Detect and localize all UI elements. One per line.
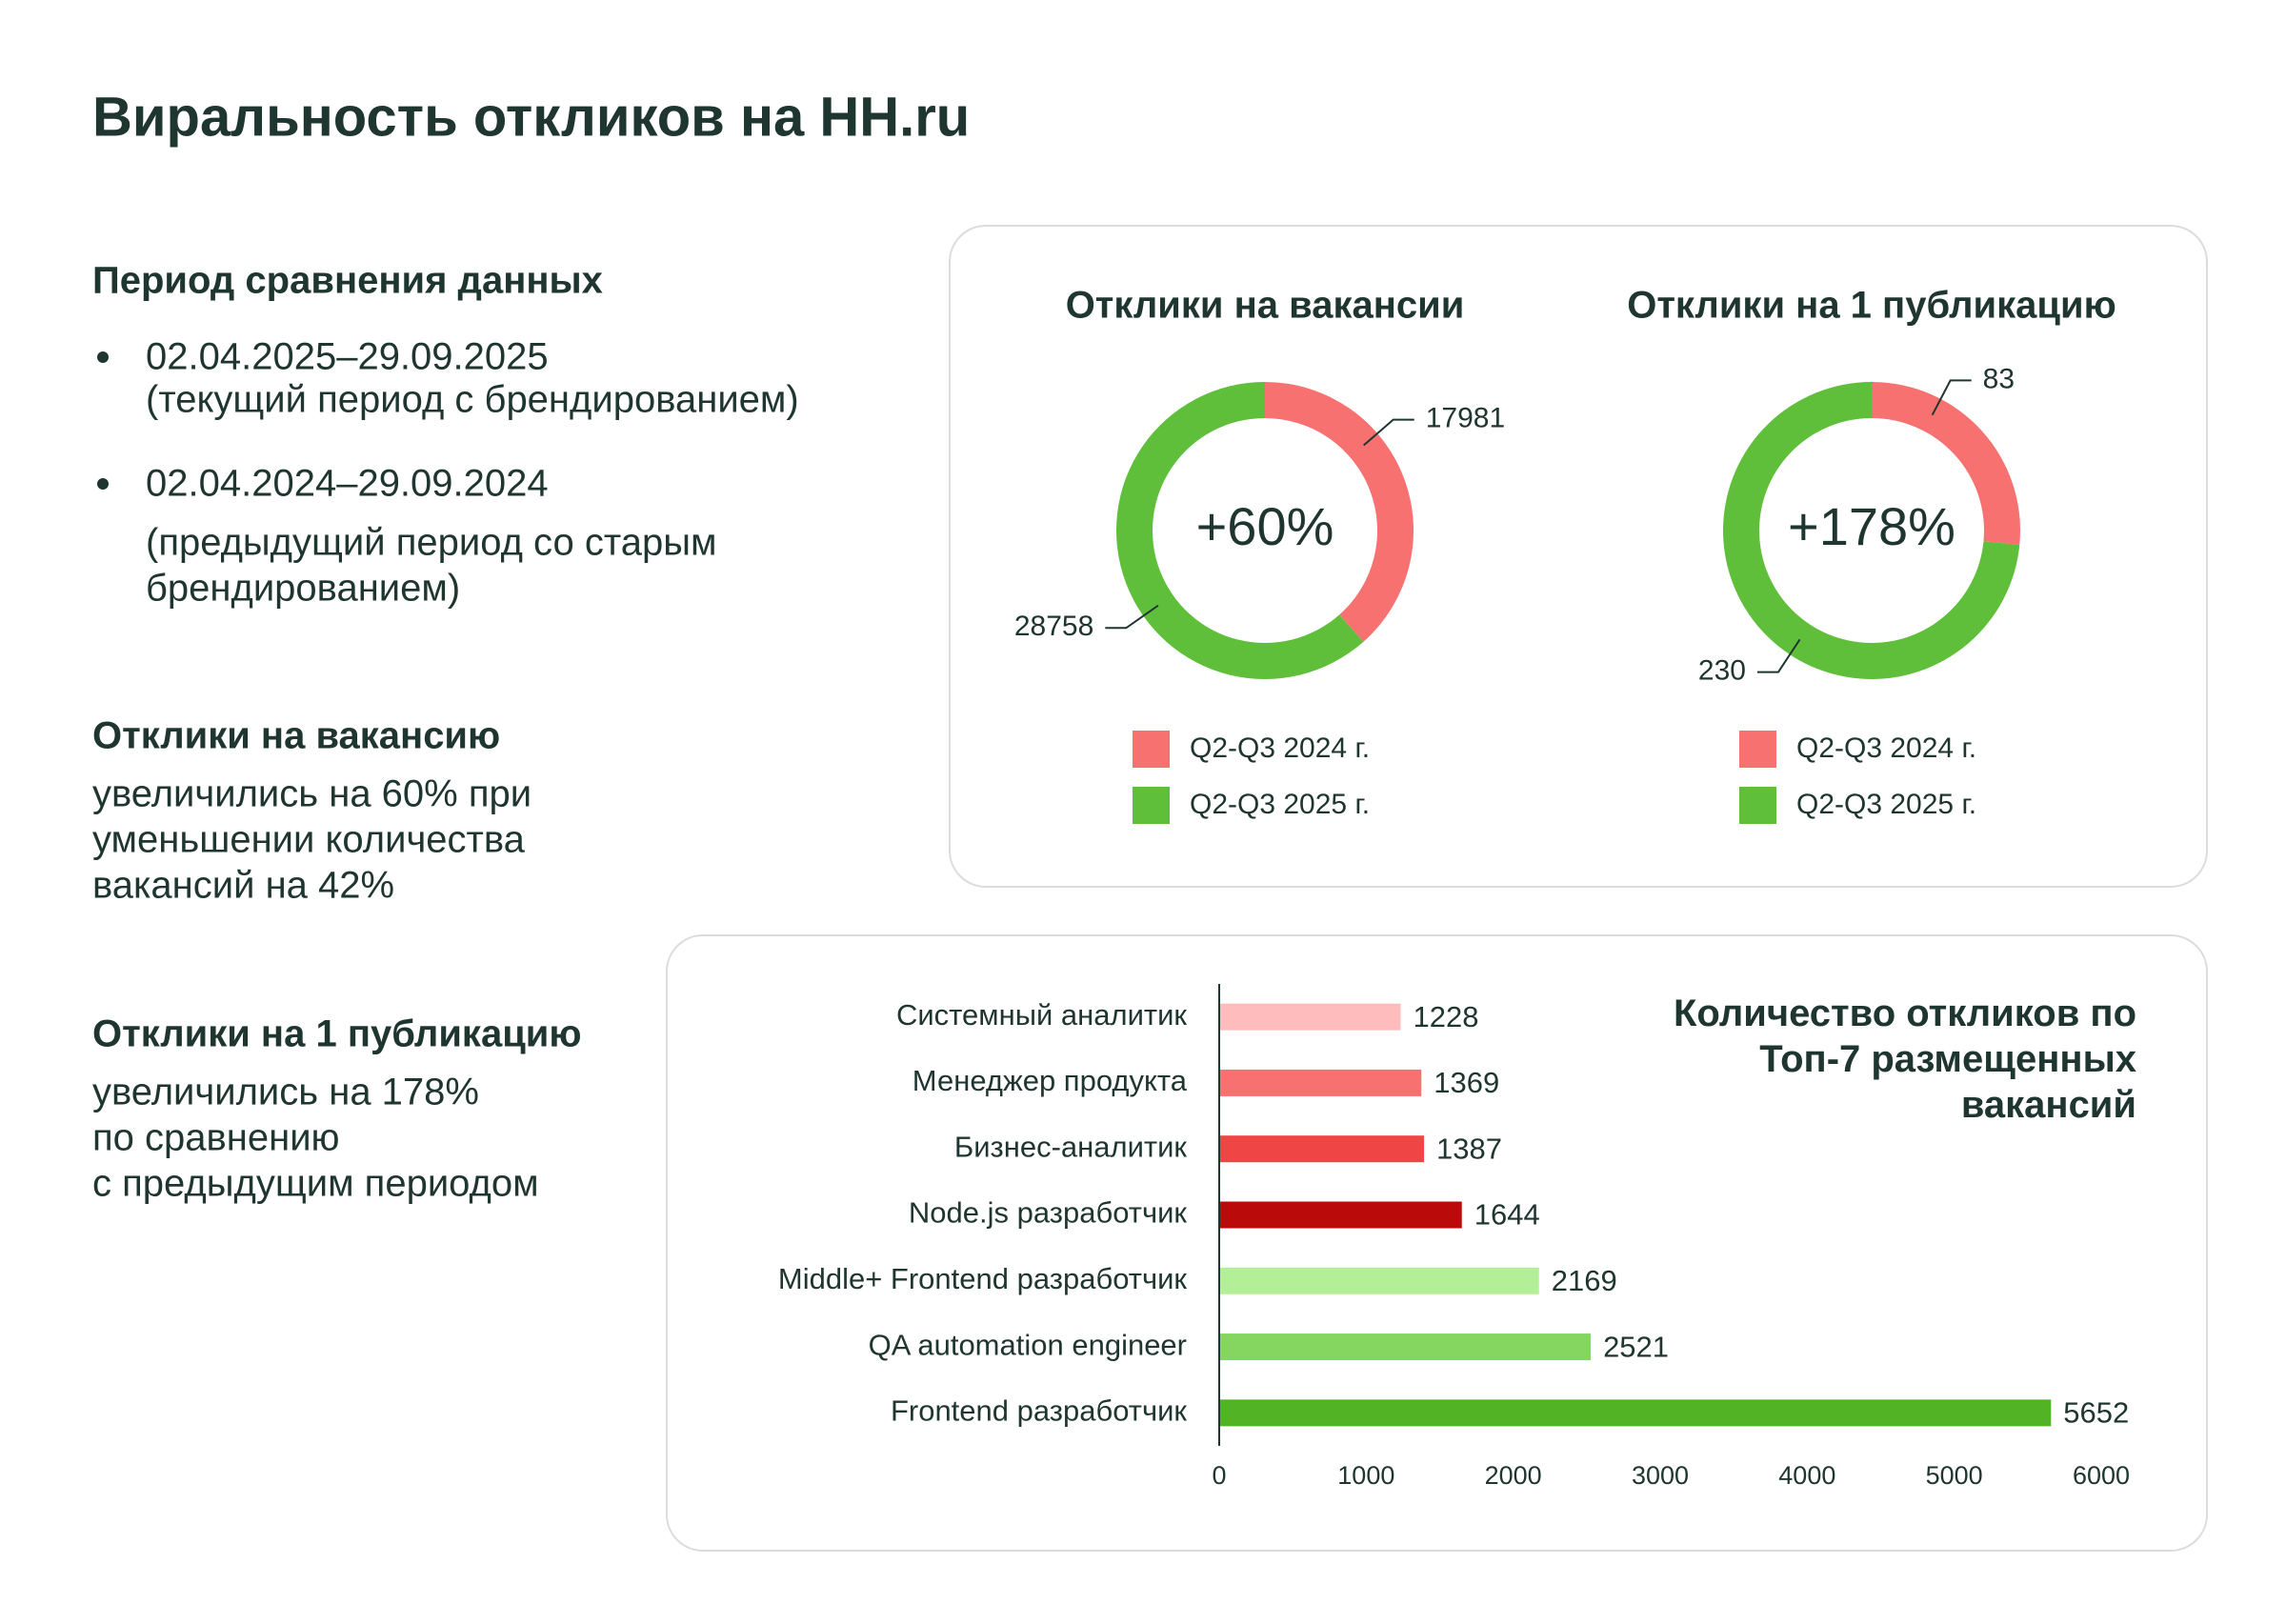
category-label: Middle+ Frontend разработчик [778,1262,1188,1295]
chart-title: Отклики на вакансии [1066,285,1465,327]
bar [1220,1399,2052,1427]
donut-slice [1265,382,1414,642]
x-tick-label: 6000 [2073,1461,2130,1490]
value-label: 17981 [1426,403,1505,434]
bar [1220,1267,1539,1294]
value-label: 230 [1698,655,1746,687]
note-line: увеличились на 60% при [92,773,531,815]
note-line: с предыдущим периодом [92,1163,539,1205]
leader-line [1105,604,1159,630]
x-tick-label: 0 [1212,1461,1226,1490]
period-dates: 02.04.2024–29.09.2024 [146,463,549,505]
category-label: Бизнес-аналитик [954,1130,1188,1163]
period-note: брендированием) [146,568,460,610]
note-line: уменьшении количества [92,819,526,861]
period-note: (предыдущий период со старым [146,522,716,564]
value-label: 1369 [1434,1066,1499,1099]
legend-label: Q2-Q3 2025 г. [1796,789,1976,820]
value-label: 83 [1983,363,2015,394]
leader-line [1931,379,1972,416]
x-tick-label: 4000 [1778,1461,1835,1490]
chart-title-box: Количество откликов по Топ-7 размещенных… [1674,992,2136,1126]
category-label: Менеджер продукта [912,1064,1188,1097]
legend-swatch [1133,787,1170,824]
bar-card [666,934,2208,1552]
period-dates: 02.04.2025–29.09.2025 [146,336,549,378]
legend-swatch [1739,787,1776,824]
value-label: 5652 [2063,1396,2129,1430]
chart-title: Отклики на 1 публикацию [1627,285,2116,327]
category-label: Системный аналитик [896,998,1187,1032]
note-line: вакансий на 42% [92,865,394,907]
bar [1220,1333,1592,1361]
category-label: QA automation engineer [869,1328,1187,1361]
x-tick-label: 3000 [1632,1461,1689,1490]
note-heading: Отклики на 1 публикацию [92,1013,582,1055]
period-note: (текущий период с брендированием) [146,379,799,421]
value-label: 2521 [1603,1330,1669,1363]
leader-line [1363,418,1414,447]
donut-slice [1872,382,2020,545]
legend-label: Q2-Q3 2024 г. [1190,732,1370,764]
donut-slice [1116,382,1364,680]
bar [1220,1003,1401,1031]
center-label: +60% [1196,496,1334,556]
section-heading: Период сравнения данных [92,260,603,302]
value-label: 2169 [1552,1264,1617,1297]
legend-label: Q2-Q3 2025 г. [1190,789,1370,820]
value-label: 1644 [1474,1198,1540,1232]
bar [1220,1069,1422,1096]
legend-swatch [1739,731,1776,768]
category-label: Frontend разработчик [891,1394,1187,1428]
value-label: 1387 [1436,1132,1502,1165]
legend-swatch [1133,731,1170,768]
x-tick-label: 5000 [1926,1461,1983,1490]
value-label: 28758 [1014,611,1093,642]
bullet [97,351,109,363]
leader-line [1756,638,1801,673]
legend-label: Q2-Q3 2024 г. [1796,732,1976,764]
center-label: +178% [1788,496,1955,556]
x-tick-label: 2000 [1485,1461,1542,1490]
page-title: Виральность откликов на HH.ru [92,86,970,148]
x-tick-label: 1000 [1337,1461,1394,1490]
value-label: 1228 [1414,1000,1479,1033]
note-heading: Отклики на вакансию [92,715,500,757]
chart-title: Количество откликов по Топ-7 размещенных… [1674,992,2136,1126]
category-label: Node.js разработчик [909,1196,1188,1230]
note-line: по сравнению [92,1117,340,1159]
note-line: увеличились на 178% [92,1072,479,1113]
bar [1220,1201,1462,1229]
bar [1220,1135,1425,1163]
bullet [97,478,109,490]
